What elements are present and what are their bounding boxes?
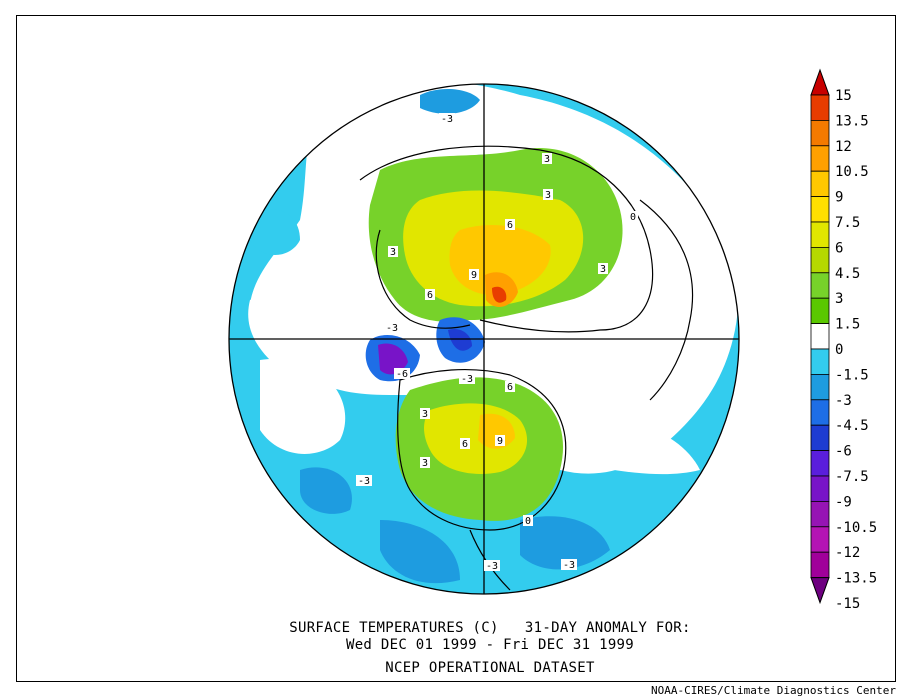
colorbar-swatch — [810, 272, 830, 299]
title-line-3: NCEP OPERATIONAL DATASET — [385, 660, 595, 676]
colorbar-swatch — [810, 551, 830, 579]
colorbar-label: -6 — [835, 444, 852, 460]
colorbar-swatch — [810, 120, 830, 147]
colorbar-label: -13.5 — [835, 571, 877, 587]
colorbar-label: -4.5 — [835, 418, 869, 434]
contour-label-bg — [420, 408, 430, 419]
colorbar-label: 4.5 — [835, 266, 860, 282]
contour-label-bg — [394, 368, 410, 379]
contour-label: -3 — [358, 476, 370, 487]
contour-label: 9 — [471, 270, 477, 281]
contour-label-bg — [484, 560, 500, 571]
colorbar-label: 0 — [835, 342, 843, 358]
contour-label-bg — [460, 438, 470, 449]
contour-label: -3 — [563, 560, 575, 571]
contour-label-bg — [505, 219, 515, 230]
contour-label-bg — [356, 475, 372, 486]
colorbar-label: 7.5 — [835, 215, 860, 231]
colorbar-swatch — [810, 297, 830, 325]
colorbar-swatch — [810, 246, 830, 274]
contour-label-bg — [459, 373, 475, 384]
contour-label: 6 — [427, 290, 433, 301]
colorbar-swatch — [810, 348, 830, 375]
colorbar-swatch — [810, 399, 830, 426]
contour-label-bg — [628, 211, 638, 222]
colorbar-label: 3 — [835, 291, 843, 307]
contour-label-bg — [598, 263, 608, 274]
colorbar-bottom-arrow — [810, 577, 830, 605]
colorbar-label: -3 — [835, 393, 852, 409]
colorbar-label: -9 — [835, 494, 852, 510]
contour-label-bg — [425, 289, 435, 300]
colorbar-swatch — [810, 424, 830, 452]
colorbar-label: 6 — [835, 240, 843, 256]
colorbar-label: -12 — [835, 545, 860, 561]
contour-label: 6 — [462, 439, 468, 450]
contour-label: 9 — [497, 436, 503, 447]
colorbar-swatch — [810, 196, 830, 223]
plot-frame — [16, 15, 896, 682]
colorbar-label: 13.5 — [835, 113, 869, 129]
colorbar-label: -1.5 — [835, 367, 869, 383]
contour-label-bg — [388, 246, 398, 257]
title-line-1: SURFACE TEMPERATURES (C) 31-DAY ANOMALY … — [289, 620, 691, 636]
colorbar-label: 9 — [835, 190, 843, 206]
colorbar-label: 1.5 — [835, 317, 860, 333]
colorbar-swatch — [810, 323, 830, 350]
contour-label: 3 — [422, 409, 428, 420]
contour-label: -6 — [396, 369, 408, 380]
contour-label-bg — [439, 113, 455, 124]
contour-label: -3 — [386, 323, 398, 334]
contour-label: 3 — [545, 190, 551, 201]
colorbar-swatch — [810, 450, 830, 477]
coastlines — [359, 145, 694, 591]
colorbar-swatch — [810, 221, 830, 248]
colorbar-swatch — [810, 170, 830, 197]
contour-label: 3 — [600, 264, 606, 275]
colorbar-swatch — [810, 373, 830, 401]
colorbar-label: -15 — [835, 596, 860, 612]
contour-label: -3 — [461, 374, 473, 385]
contour-label: -3 — [441, 114, 453, 125]
colorbar: 15 13.5 12 10.5 9 7.5 6 4.5 3 1.5 0 -1.5 -3 -4.5 -6 -7.… — [810, 68, 877, 612]
contour-label-bg — [561, 559, 577, 570]
colorbar-label: -10.5 — [835, 520, 877, 536]
colorbar-top-arrow — [810, 68, 830, 96]
contour-label-bg — [384, 322, 400, 333]
contour-labels: -3 3 3 6 3 9 6 3 0 -3 -6 -3 3 6 9 6 3 -3 -3 -3 0 — [356, 113, 638, 572]
colorbar-swatch — [810, 475, 830, 502]
contour-label-bg — [505, 381, 515, 392]
contour-label: 6 — [507, 382, 513, 393]
contour-label: 0 — [630, 212, 636, 223]
colorbar-swatch — [810, 145, 830, 172]
colorbar-swatch — [810, 526, 830, 553]
title-line-2: Wed DEC 01 1999 - Fri DEC 31 1999 — [345, 637, 635, 653]
contour-label: -3 — [486, 561, 498, 572]
contour-label: 6 — [507, 220, 513, 231]
colorbar-label: -7.5 — [835, 469, 869, 485]
contour-label-bg — [542, 153, 552, 164]
contour-label: 0 — [525, 516, 531, 527]
contour-label: 3 — [544, 154, 550, 165]
credit-text: NOAA-CIRES/Climate Diagnostics Center — [650, 684, 896, 697]
contour-label: 3 — [422, 458, 428, 469]
contour-label-bg — [495, 435, 505, 446]
contour-label-bg — [420, 457, 430, 468]
anomaly-field — [229, 84, 739, 594]
colorbar-label: 10.5 — [835, 164, 869, 180]
contour-label: 3 — [390, 247, 396, 258]
contour-label-bg — [523, 515, 533, 526]
colorbar-label: 15 — [835, 88, 852, 104]
contour-label-bg — [469, 269, 479, 280]
colorbar-swatch — [810, 94, 830, 121]
contour-label-bg — [543, 189, 553, 200]
colorbar-label: 12 — [835, 139, 852, 155]
colorbar-swatch — [810, 500, 830, 528]
